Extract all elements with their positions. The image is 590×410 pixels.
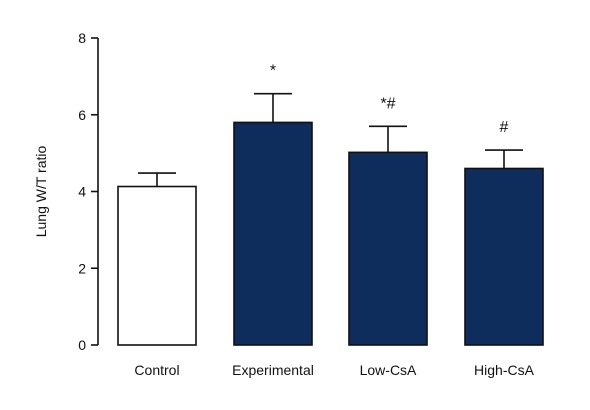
significance-mark: # [500,119,509,136]
x-tick-label: Experimental [232,362,314,378]
bar-high-csa [464,167,544,346]
x-tick-label: High-CsA [474,362,535,378]
bar-low-csa [348,151,428,346]
y-tick-label: 2 [78,260,86,276]
y-tick-label: 0 [78,337,86,353]
significance-mark: * [270,63,276,80]
y-tick-label: 8 [78,30,86,46]
significance-labels-group: * *# # [270,63,509,136]
y-ticks-group: 0 2 4 6 8 [78,30,98,353]
y-axis-title: Lung W/T ratio [33,146,49,238]
x-tick-label: Low-CsA [360,362,417,378]
bar-control [117,185,197,346]
x-labels-group: Control Experimental Low-CsA High-CsA [134,362,534,378]
error-bars-group [138,92,523,187]
y-tick-label: 6 [78,107,86,123]
y-tick-label: 4 [78,184,86,200]
bar-experimental [233,121,313,346]
significance-mark: *# [380,95,395,112]
bars-group [117,121,544,346]
x-tick-label: Control [134,362,179,378]
